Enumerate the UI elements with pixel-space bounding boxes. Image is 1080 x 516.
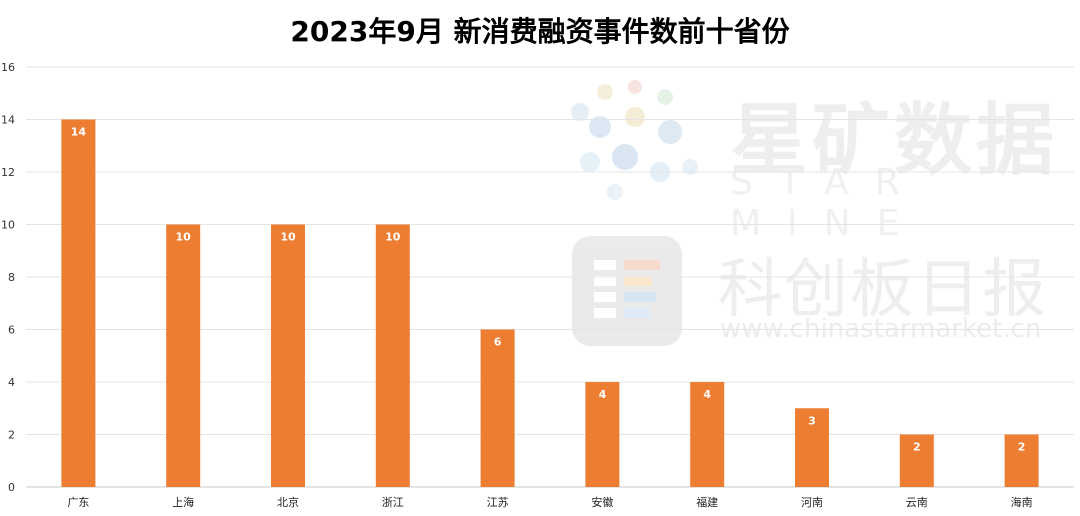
data-label: 10 [280,231,296,244]
y-tick-label: 14 [1,114,15,127]
bar [585,382,620,487]
data-label: 4 [703,388,711,401]
data-label: 2 [1018,441,1026,454]
bar [795,408,829,487]
data-label: 10 [176,231,192,244]
data-label: 6 [494,336,502,349]
y-tick-label: 12 [1,166,15,179]
data-label: 14 [71,126,87,139]
y-tick-label: 4 [8,376,15,389]
bar [271,224,305,487]
y-tick-label: 10 [1,219,15,232]
x-tick-label: 广东 [67,496,89,509]
watermark-dots [560,72,710,212]
data-label: 10 [385,231,401,244]
y-tick-label: 0 [8,481,15,494]
watermark-brand-cn: 星矿数据 [730,96,1059,186]
data-label: 2 [913,441,921,454]
y-tick-label: 6 [8,324,15,337]
y-tick-label: 16 [1,61,15,74]
bar [480,329,515,487]
x-tick-label: 北京 [277,495,299,509]
bar [690,382,725,487]
x-tick-label: 河南 [801,496,823,509]
x-tick-label: 福建 [696,495,718,509]
y-tick-label: 2 [8,429,15,442]
chart-title: 2023年9月 新消费融资事件数前十省份 [290,15,790,48]
x-tick-label: 云南 [906,496,928,509]
y-tick-label: 8 [8,271,15,284]
watermark-brand-en: STAR MINE [730,162,926,244]
data-label: 3 [808,414,816,427]
data-label: 4 [599,388,607,401]
bar [1004,434,1039,487]
x-tick-label: 安徽 [591,495,613,509]
x-tick-label: 上海 [172,495,194,509]
bar [375,224,410,487]
watermark-source-cn: 科创板日报 [718,253,1048,327]
x-tick-label: 江苏 [487,496,509,509]
x-tick-label: 浙江 [382,496,404,509]
x-tick-label: 海南 [1011,495,1033,509]
bar [166,224,201,487]
watermark-logo [572,236,682,346]
bar [899,434,934,487]
bar [61,119,96,487]
